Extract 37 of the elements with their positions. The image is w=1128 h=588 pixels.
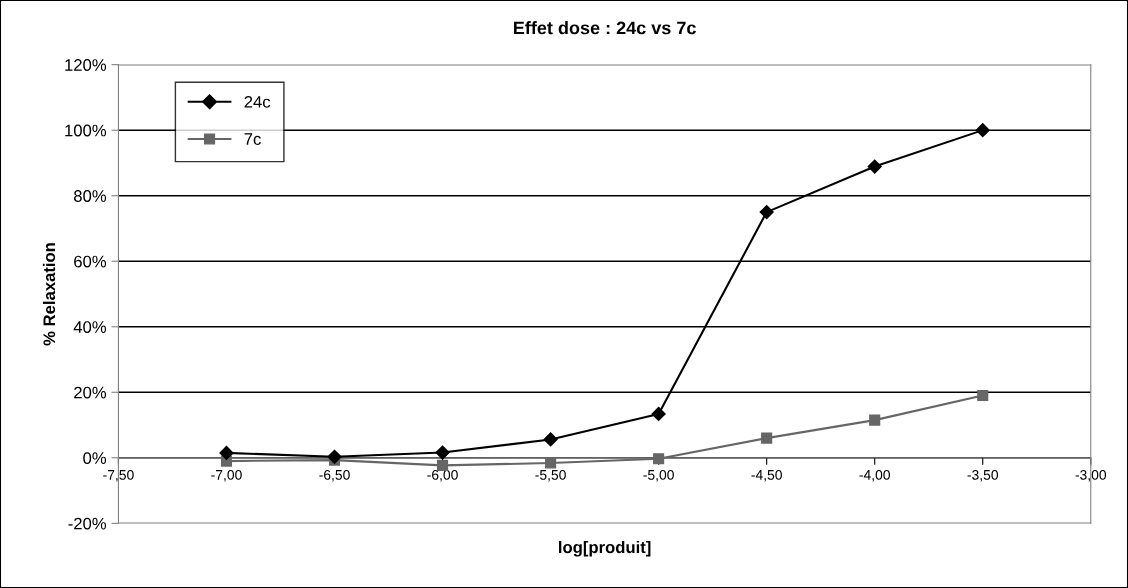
y-tick-label: 100% [65,124,107,137]
point [761,432,773,444]
y-tick-label: 0% [83,452,107,464]
x-tick-label: -4,00 [859,469,890,482]
point [759,205,774,220]
point [545,457,557,469]
x-tick-label: -6,50 [319,469,350,482]
y-tick-label: 20% [74,386,107,399]
x-tick-label: -4,50 [751,469,782,482]
point [327,449,342,464]
y-axis-title: % Relaxation [42,243,56,346]
x-tick-label: -3,50 [967,469,999,482]
y-tick-label: 80% [74,190,107,202]
legend-label: 24c [244,95,271,108]
x-tick-label: -7,50 [103,469,134,482]
x-tick-label: -5,00 [643,469,674,482]
x-tick-label: -6,00 [427,469,458,482]
point [975,123,990,138]
point [867,159,882,174]
point [219,445,234,460]
point [651,406,666,421]
point [543,432,558,447]
y-tick-label: -20% [68,517,107,530]
point [869,414,881,426]
x-axis-title: log[produit] [559,540,651,557]
y-tick-label: 60% [74,255,107,268]
x-tick-label: -5,50 [535,469,566,482]
x-tick-label: -7,00 [211,469,242,482]
x-tick-label: -3,00 [1075,469,1107,482]
legend-label: 7c [244,133,261,145]
y-tick-label: 120% [65,59,107,71]
point [653,453,665,465]
point [977,389,989,402]
point [436,459,449,471]
chart-title: Effet dose : 24c vs 7c [514,21,696,35]
point [435,445,450,460]
y-tick-label: 40% [73,321,107,333]
